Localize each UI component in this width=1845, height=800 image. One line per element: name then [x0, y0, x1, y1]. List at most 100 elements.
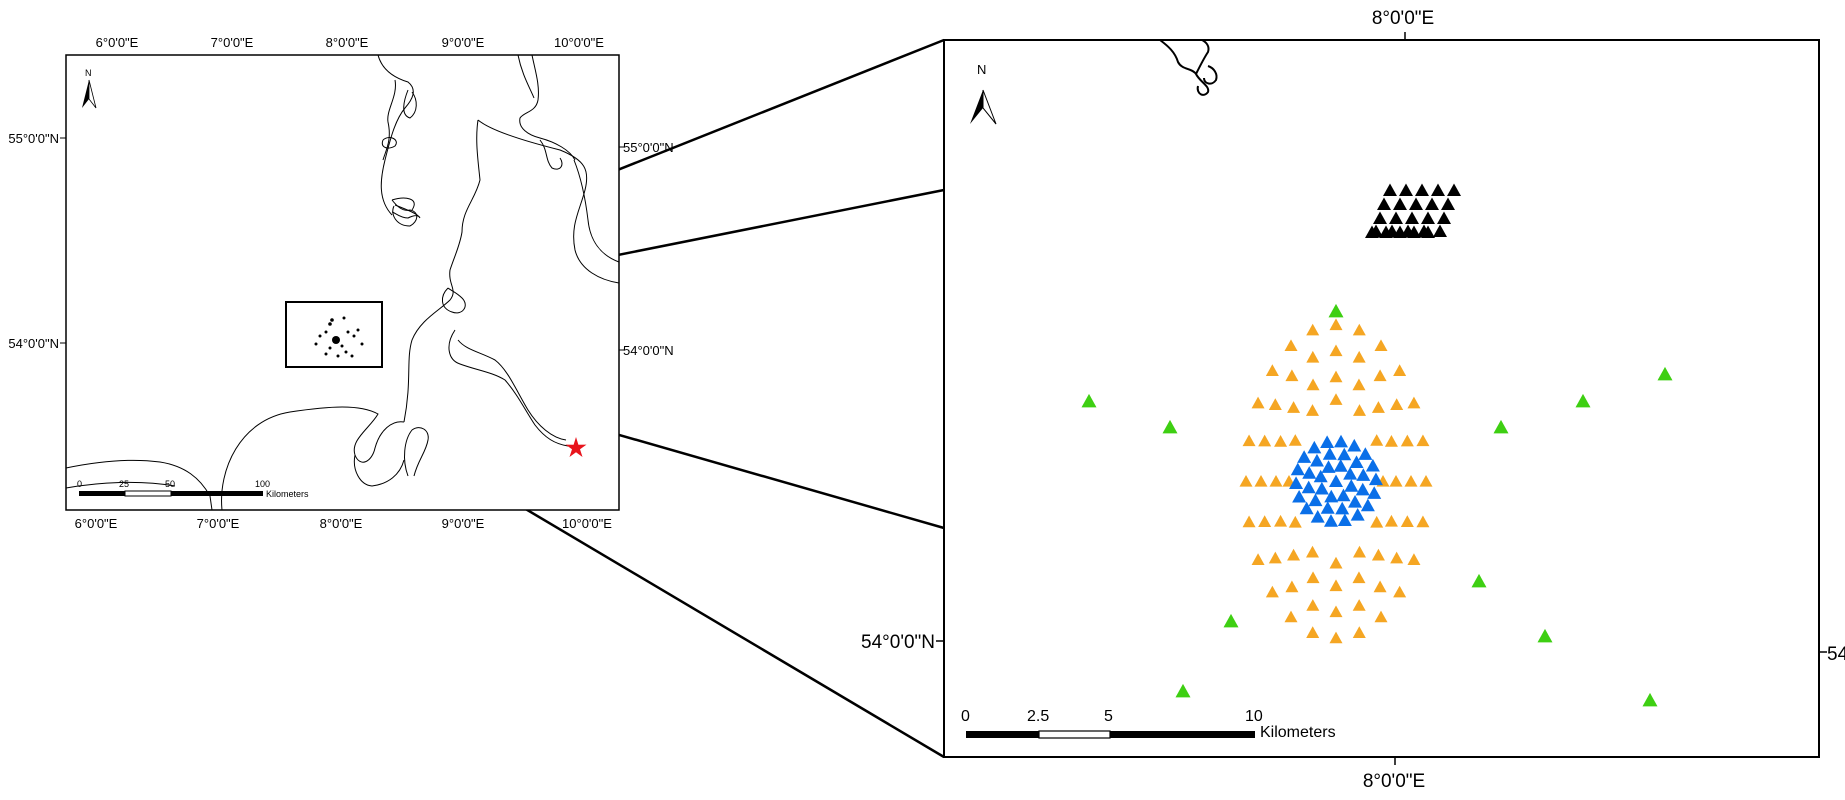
triangle-icon: [1352, 323, 1366, 336]
scale-unit-label: Kilometers: [266, 489, 309, 499]
overview-map: N 0 25 50 100 Kilometers 6°0'0"E 7°0'0"E…: [8, 35, 673, 531]
triangle-icon: [1292, 489, 1307, 503]
lon-label-bottom: 8°0'0"E: [320, 516, 363, 531]
triangle-icon: [1162, 419, 1178, 434]
triangle-icon: [1407, 225, 1421, 239]
overview-coastline: [65, 54, 620, 511]
detail-site-markers: [1081, 183, 1673, 707]
triangle-icon: [1329, 370, 1343, 383]
triangle-icon: [1274, 435, 1288, 447]
triangle-icon: [1306, 404, 1319, 416]
triangle-icon: [1336, 488, 1351, 502]
triangle-icon: [1407, 553, 1421, 565]
triangle-icon: [1328, 303, 1344, 318]
triangle-icon: [1306, 323, 1320, 336]
triangle-icon: [1268, 398, 1282, 410]
triangle-icon: [1302, 466, 1317, 479]
triangle-icon: [1355, 482, 1370, 496]
triangle-icon: [1329, 393, 1343, 405]
site-dot: [340, 344, 344, 348]
triangle-icon: [1416, 434, 1430, 447]
triangle-icon: [1251, 396, 1265, 409]
lon-label-top: 8°0'0"E: [326, 35, 369, 50]
triangle-icon: [1370, 434, 1384, 446]
triangle-icon: [1399, 183, 1413, 197]
triangle-icon: [1642, 692, 1658, 707]
site-dot: [330, 318, 334, 322]
triangle-icon: [1313, 469, 1328, 483]
triangle-icon: [1415, 183, 1429, 197]
overview-north-arrow: N: [82, 68, 97, 109]
triangle-icon: [1175, 683, 1191, 698]
lat-label-right: 55°0'0"N: [623, 140, 674, 155]
triangle-icon: [1393, 585, 1407, 598]
detail-map: N 0 2.5 5 10 Kilometers 8°0'0"E 8°0'0"E …: [861, 8, 1845, 792]
triangle-icon: [1320, 435, 1335, 449]
triangle-icon: [1393, 197, 1407, 211]
triangle-icon: [1347, 438, 1362, 452]
triangle-icon: [1441, 197, 1455, 211]
area-of-interest-box: [285, 301, 383, 368]
detail-coastline: [1159, 39, 1218, 96]
lon-label-top: 10°0'0"E: [554, 35, 604, 50]
lon-label-top: 7°0'0"E: [211, 35, 254, 50]
detail-north-arrow: N: [970, 62, 997, 125]
triangle-icon: [1373, 369, 1387, 382]
lat-label-right: 54: [1827, 644, 1845, 665]
triangle-icon: [1409, 197, 1423, 211]
scale-tick-label: 100: [255, 479, 270, 489]
overview-top-lon-labels: 6°0'0"E 7°0'0"E 8°0'0"E 9°0'0"E 10°0'0"E: [96, 35, 605, 50]
site-dot: [350, 354, 354, 358]
lon-label-bottom: 6°0'0"E: [75, 516, 118, 531]
triangle-icon: [1285, 580, 1299, 593]
triangle-icon: [1377, 197, 1391, 211]
overview-scale-bar: 0 25 50 100 Kilometers: [77, 479, 309, 499]
triangle-icon: [1268, 551, 1282, 564]
site-dot: [324, 352, 328, 356]
triangle-icon: [1290, 462, 1305, 476]
triangle-icon: [1309, 453, 1324, 467]
triangle-icon: [1352, 599, 1366, 611]
site-dot: [346, 330, 350, 334]
lon-label-bottom: 9°0'0"E: [442, 516, 485, 531]
site-dot: [360, 342, 364, 346]
triangle-icon: [1349, 455, 1364, 469]
site-dot: [328, 322, 332, 326]
lat-label-left: 54°0'0"N: [861, 632, 935, 653]
site-dot: [342, 316, 346, 320]
triangle-icon: [1333, 459, 1348, 472]
triangle-icon: [1575, 393, 1591, 408]
detail-scale-bar: 0 2.5 5 10 Kilometers: [961, 708, 1336, 741]
site-dot: [332, 336, 340, 344]
triangle-icon: [1320, 501, 1335, 514]
triangle-icon: [1329, 631, 1343, 644]
triangle-icon: [1421, 211, 1435, 225]
triangle-icon: [1258, 515, 1272, 528]
triangle-icon: [1389, 474, 1403, 487]
triangle-icon: [1365, 458, 1380, 472]
triangle-icon: [1352, 571, 1366, 584]
site-dot: [352, 334, 356, 338]
triangle-icon: [1308, 493, 1323, 507]
site-dot: [336, 354, 340, 358]
triangle-icon: [1390, 551, 1404, 564]
triangle-icon: [1416, 515, 1430, 528]
triangle-icon: [1471, 573, 1487, 588]
scale-tick-label: 2.5: [1027, 708, 1049, 725]
scale-unit-label: Kilometers: [1260, 724, 1336, 741]
triangle-icon: [1493, 419, 1509, 434]
triangle-icon: [1350, 508, 1365, 521]
triangle-icon: [1431, 183, 1445, 197]
triangle-icon: [1383, 183, 1397, 197]
triangle-icon: [1287, 401, 1301, 413]
triangle-icon: [1274, 514, 1288, 527]
triangle-icon: [1329, 318, 1343, 331]
triangle-icon: [1334, 434, 1349, 448]
triangle-icon: [1239, 474, 1253, 487]
triangle-icon: [1393, 225, 1407, 239]
site-dot: [328, 346, 332, 350]
triangle-icon: [1400, 515, 1414, 528]
site-dot: [356, 328, 360, 332]
triangle-icon: [1374, 339, 1388, 352]
